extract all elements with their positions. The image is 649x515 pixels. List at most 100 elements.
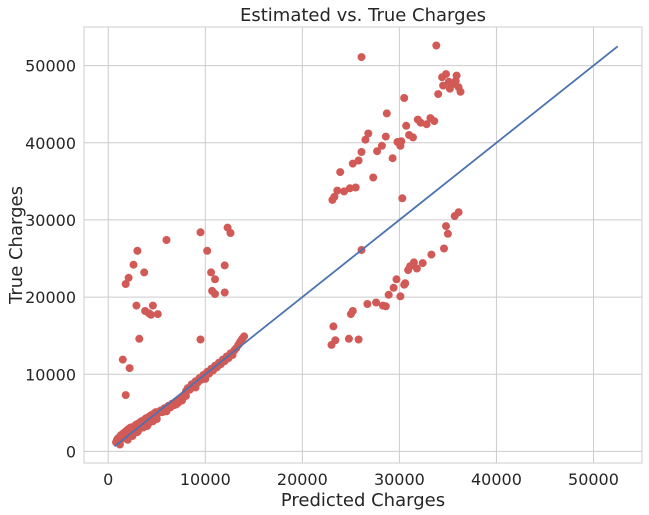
data-point <box>377 141 386 150</box>
data-point <box>129 260 138 269</box>
data-point <box>153 310 162 319</box>
data-point <box>363 300 372 308</box>
data-point <box>396 292 405 301</box>
y-tick-label: 30000 <box>25 211 76 230</box>
data-point <box>373 147 382 156</box>
data-point <box>382 109 391 118</box>
data-point <box>330 192 339 201</box>
data-point <box>348 307 357 315</box>
data-point <box>172 400 181 409</box>
data-point <box>388 154 397 163</box>
data-point <box>354 335 363 344</box>
data-point <box>147 310 155 319</box>
data-point <box>361 135 370 144</box>
data-point <box>357 53 366 62</box>
y-axis-label: True Charges <box>6 186 27 305</box>
data-point <box>125 364 134 373</box>
data-point <box>402 121 411 130</box>
data-point <box>336 168 345 177</box>
data-point <box>440 244 448 253</box>
data-point <box>121 280 130 288</box>
data-point <box>203 246 212 255</box>
data-point <box>442 70 450 79</box>
data-point <box>381 132 390 141</box>
data-point <box>422 120 431 129</box>
data-point <box>191 383 200 392</box>
data-point <box>133 246 142 255</box>
y-axis-ticks: 0 10000 20000 30000 40000 50000 <box>25 57 76 462</box>
data-point <box>364 129 373 138</box>
data-point <box>143 422 152 430</box>
data-point <box>226 229 235 237</box>
data-point <box>409 258 418 267</box>
plot-frame <box>83 26 643 464</box>
data-point <box>124 273 133 282</box>
data-point <box>331 336 340 345</box>
data-point <box>456 87 465 96</box>
data-point <box>369 173 378 182</box>
data-point <box>354 156 363 165</box>
data-point <box>443 229 452 238</box>
data-point <box>220 261 229 270</box>
data-point <box>432 41 441 50</box>
grid-lines <box>84 27 642 463</box>
data-point <box>409 133 417 142</box>
y-tick-label: 50000 <box>25 57 76 76</box>
data-point <box>196 335 205 344</box>
x-tick-label: 0 <box>103 470 113 489</box>
data-point <box>400 94 409 102</box>
data-point <box>372 298 381 307</box>
y-tick-label: 0 <box>66 442 76 461</box>
data-point <box>430 117 439 126</box>
data-point <box>148 301 157 310</box>
data-point <box>434 90 443 99</box>
data-point <box>211 275 219 284</box>
data-point <box>439 81 448 90</box>
data-point <box>444 77 453 86</box>
data-point <box>357 148 366 156</box>
data-point <box>401 279 410 288</box>
data-point <box>454 208 463 217</box>
x-tick-label: 10000 <box>180 470 231 489</box>
x-tick-label: 40000 <box>471 470 522 489</box>
data-point <box>344 334 353 343</box>
chart-title: Estimated vs. True Charges <box>240 5 486 26</box>
data-point <box>398 194 407 203</box>
data-point <box>220 288 229 297</box>
data-point <box>118 355 127 364</box>
data-point <box>442 222 450 231</box>
data-point <box>135 334 144 343</box>
data-point <box>384 290 393 299</box>
x-tick-label: 50000 <box>568 470 619 489</box>
data-point <box>452 71 461 80</box>
y-tick-label: 20000 <box>25 288 76 307</box>
data-point <box>396 141 405 150</box>
data-point <box>181 391 190 400</box>
data-point <box>329 322 338 331</box>
data-point <box>389 283 398 292</box>
data-point <box>207 268 216 277</box>
y-tick-label: 10000 <box>25 365 76 384</box>
data-point <box>132 301 141 310</box>
x-axis-ticks: 0 10000 20000 30000 40000 50000 <box>103 470 619 489</box>
data-point <box>418 259 427 268</box>
data-point <box>162 407 171 416</box>
reference-line <box>114 45 619 448</box>
x-axis-label: Predicted Charges <box>281 490 445 511</box>
data-point <box>121 391 130 400</box>
data-point <box>333 186 342 195</box>
data-point <box>351 183 360 192</box>
data-point <box>240 332 249 341</box>
data-point <box>162 236 171 244</box>
data-point <box>196 228 205 237</box>
x-tick-label: 20000 <box>277 470 328 489</box>
data-point <box>152 415 161 423</box>
x-tick-label: 30000 <box>374 470 425 489</box>
data-point <box>211 290 219 298</box>
data-point <box>392 275 401 284</box>
data-point <box>412 264 421 273</box>
y-tick-label: 40000 <box>25 134 76 153</box>
data-point <box>115 440 124 449</box>
